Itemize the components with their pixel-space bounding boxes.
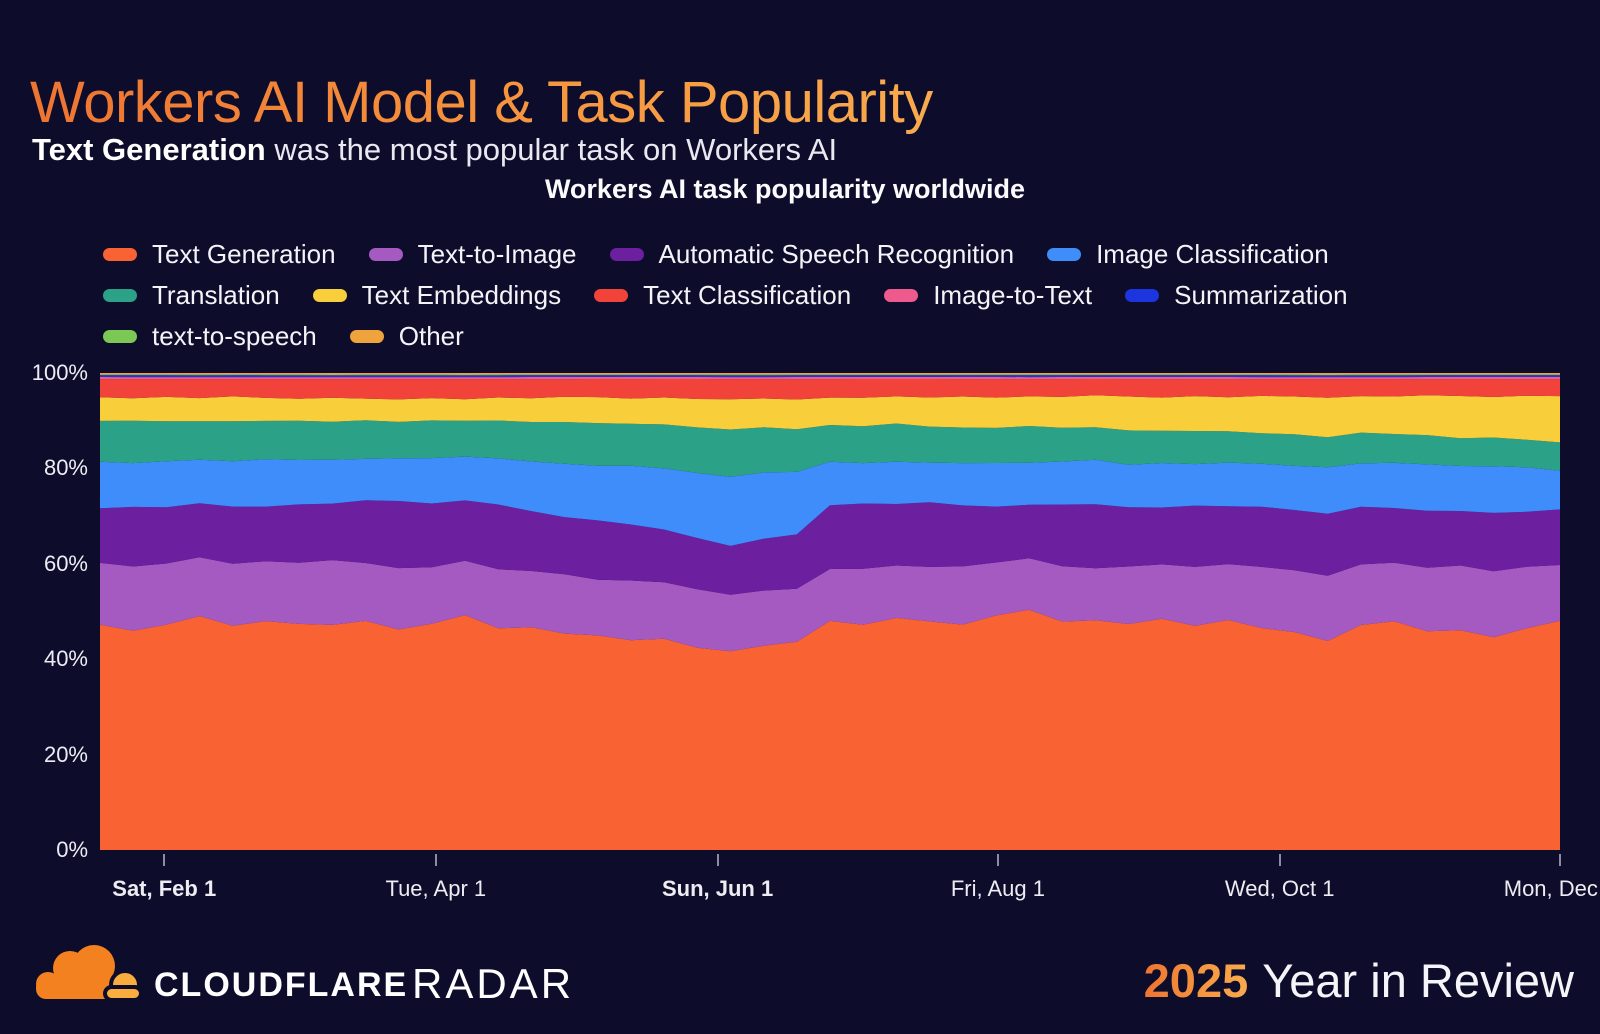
radar-wordmark: RADAR xyxy=(412,960,575,1007)
x-tick-mark xyxy=(716,854,719,866)
subtitle-rest: was the most popular task on Workers AI xyxy=(265,132,838,167)
y-tick-label: 60% xyxy=(43,550,88,576)
text-generation-swatch-icon xyxy=(103,247,137,261)
x-tick-label: Fri, Aug 1 xyxy=(950,876,1045,901)
image-classification-swatch-icon xyxy=(1047,247,1082,261)
year-label: 2025 xyxy=(1143,954,1249,1007)
x-tick-mark xyxy=(996,854,999,866)
text-to-image-swatch-icon xyxy=(368,247,403,261)
image-to-text-swatch-icon xyxy=(884,288,919,302)
page-title: Workers AI Model & Task Popularity xyxy=(30,69,933,135)
legend-item-translation[interactable]: Translation xyxy=(103,282,280,308)
legend-item-summarization[interactable]: Summarization xyxy=(1125,280,1348,310)
other-swatch-icon xyxy=(349,329,384,343)
cloudflare-wordmark: CLOUDFLARE xyxy=(154,966,409,1004)
legend-item-other[interactable]: Other xyxy=(349,321,464,351)
legend-item-text-embeddings[interactable]: Text Embeddings xyxy=(312,280,562,310)
legend-label: text-to-speech xyxy=(152,321,317,351)
x-tick-label: Tue, Apr 1 xyxy=(385,876,487,901)
legend-label: Text Embeddings xyxy=(361,280,562,310)
y-axis: 0% 20% 40% 60% 80% 100% xyxy=(0,360,88,862)
legend-item-image-to-text[interactable]: Image-to-Text xyxy=(884,282,1092,308)
year-in-review: 2025 Year in Review xyxy=(1144,953,1574,1008)
x-tick-mark xyxy=(163,854,166,866)
area-automatic-speech-recognition xyxy=(100,500,1560,595)
legend-label: Other xyxy=(398,321,464,351)
legend-item-text-generation[interactable]: Text Generation xyxy=(103,241,336,267)
legend-label: Image-to-Text xyxy=(933,280,1093,310)
tagline-label: Year in Review xyxy=(1262,954,1574,1007)
cloudflare-logo-icon xyxy=(36,945,143,1002)
x-tick-label: Wed, Oct 1 xyxy=(1224,876,1335,901)
y-tick-label: 80% xyxy=(43,455,88,481)
legend-label: Image Classification xyxy=(1096,239,1329,269)
x-axis: Sat, Feb 1 Tue, Apr 1 Sun, Jun 1 Fri, Aug 1… xyxy=(100,850,1600,910)
area-image-to-text xyxy=(100,376,1560,380)
legend-item-image-classification[interactable]: Image Classification xyxy=(1047,241,1329,267)
legend-label: Text Classification xyxy=(643,280,852,310)
page-subtitle: Text Generation was the most popular tas… xyxy=(32,132,837,168)
area-text-to-image xyxy=(100,557,1560,652)
chart-title: Workers AI task popularity worldwide xyxy=(544,174,1026,204)
text-embeddings-swatch-icon xyxy=(312,288,347,302)
area-text-generation xyxy=(100,609,1560,850)
y-tick-label: 100% xyxy=(31,360,88,385)
area-text-embeddings xyxy=(100,395,1560,443)
area-image-classification xyxy=(100,456,1560,546)
stacked-area-chart xyxy=(100,373,1560,850)
area-text-to-speech xyxy=(100,374,1560,376)
legend-item-automatic-speech-recognition[interactable]: Automatic Speech Recognition xyxy=(609,239,1015,269)
legend-label: Text-to-Image xyxy=(417,239,577,269)
summarization-swatch-icon xyxy=(1125,288,1160,302)
x-tick-mark xyxy=(1559,854,1561,866)
legend-label: Translation xyxy=(152,280,280,310)
text-to-speech-swatch-icon xyxy=(103,329,137,343)
x-tick-mark xyxy=(1278,854,1281,866)
y-tick-label: 40% xyxy=(43,646,88,672)
x-tick-label: Mon, Dec 1 xyxy=(1503,876,1600,901)
area-other xyxy=(100,373,1560,375)
area-text-classification xyxy=(100,379,1560,400)
y-tick-label: 0% xyxy=(56,837,88,862)
x-tick-label: Sun, Jun 1 xyxy=(661,876,774,901)
legend-item-text-to-speech[interactable]: text-to-speech xyxy=(103,323,317,349)
area-summarization xyxy=(100,375,1560,378)
legend-label: Automatic Speech Recognition xyxy=(658,239,1015,269)
x-tick-mark xyxy=(434,854,437,866)
x-tick-label: Sat, Feb 1 xyxy=(112,876,217,901)
y-tick-label: 20% xyxy=(43,741,88,767)
legend-label: Text Generation xyxy=(152,239,336,269)
area-translation xyxy=(100,420,1560,477)
text-classification-swatch-icon xyxy=(594,288,629,302)
legend-label: Summarization xyxy=(1174,280,1348,310)
legend-item-text-classification[interactable]: Text Classification xyxy=(594,282,851,308)
legend-item-text-to-image[interactable]: Text-to-Image xyxy=(368,239,577,269)
chart-legend: Text Generation Text-to-Image Automatic Sp… xyxy=(103,241,1533,349)
subtitle-highlight: Text Generation xyxy=(32,132,266,167)
translation-swatch-icon xyxy=(103,288,137,302)
automatic-speech-recognition-swatch-icon xyxy=(609,247,644,261)
